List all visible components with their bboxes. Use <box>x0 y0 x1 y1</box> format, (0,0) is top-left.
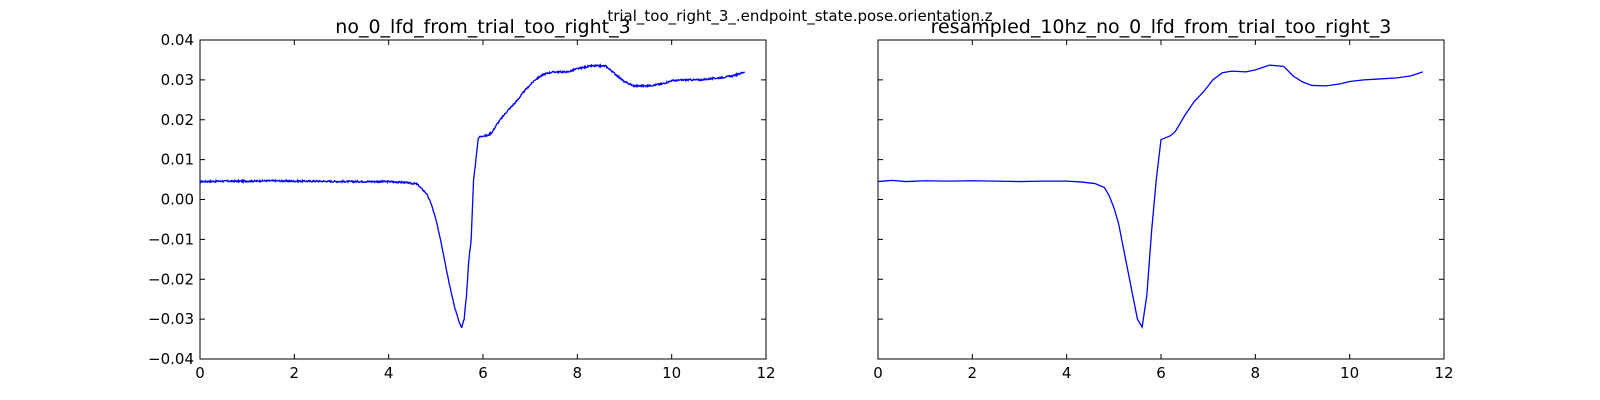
x-tick-label: 2 <box>968 364 978 382</box>
y-tick-label: 0.01 <box>161 151 194 169</box>
axes-frame <box>199 39 767 360</box>
right-subplot: resampled_10hz_no_0_lfd_from_trial_too_r… <box>873 16 1453 382</box>
y-tick-label: −0.03 <box>148 310 194 328</box>
x-tick-label: 6 <box>1156 364 1166 382</box>
plot-title: no_0_lfd_from_trial_too_right_3 <box>335 16 630 38</box>
x-tick-label: 4 <box>384 364 394 382</box>
x-tick-label: 4 <box>1062 364 1072 382</box>
series-line <box>877 64 1423 330</box>
y-tick-label: 0.00 <box>161 191 194 209</box>
x-tick-label: 6 <box>478 364 488 382</box>
x-tick-label: 0 <box>195 364 205 382</box>
x-tick-label: 10 <box>1340 364 1359 382</box>
x-tick-label: 8 <box>573 364 583 382</box>
x-tick-label: 12 <box>1434 364 1453 382</box>
x-tick-label: 10 <box>662 364 681 382</box>
x-tick-label: 0 <box>873 364 883 382</box>
y-tick-label: −0.04 <box>148 350 194 368</box>
x-tick-label: 12 <box>756 364 775 382</box>
figure-suptitle: trial_too_right_3_.endpoint_state.pose.o… <box>607 7 992 26</box>
plot-title: resampled_10hz_no_0_lfd_from_trial_too_r… <box>931 16 1392 38</box>
y-tick-label: 0.03 <box>161 71 194 89</box>
x-tick-label: 2 <box>290 364 300 382</box>
y-tick-label: 0.04 <box>161 31 194 49</box>
y-tick-label: −0.01 <box>148 230 194 248</box>
x-tick-label: 8 <box>1251 364 1261 382</box>
y-tick-label: −0.02 <box>148 270 194 288</box>
left-subplot: no_0_lfd_from_trial_too_right_3 0 2 4 6 8 10 12… <box>148 16 776 382</box>
series-line <box>199 63 746 329</box>
y-tick-label: 0.02 <box>161 111 194 129</box>
axes-frame <box>877 39 1445 360</box>
